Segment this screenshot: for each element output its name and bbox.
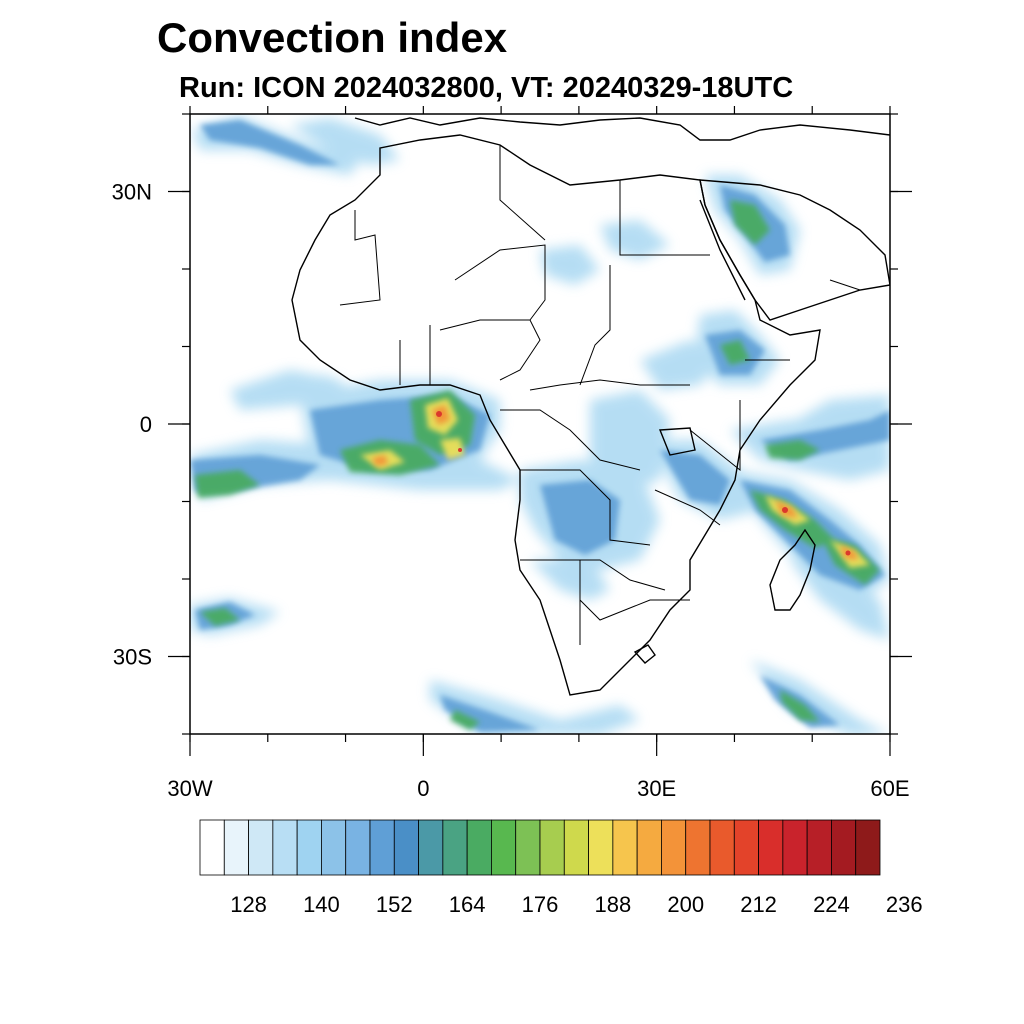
x-tick-label: 30E (637, 776, 676, 801)
x-tick-label: 30W (167, 776, 212, 801)
colorbar-swatch (199, 819, 225, 876)
colorbar-swatch (272, 819, 298, 876)
colorbar-swatch (393, 819, 419, 876)
colorbar-swatch (296, 819, 322, 876)
x-tick-label: 60E (870, 776, 909, 801)
axis-labels: 30W 0 30E 60E 30N 0 30S (112, 180, 910, 802)
colorbar-swatch (709, 819, 735, 876)
colorbar-tick-label: 140 (303, 892, 340, 917)
colorbar-swatch (806, 819, 832, 876)
colorbar-swatch (223, 819, 249, 876)
colorbar (199, 819, 881, 876)
colorbar-swatch (831, 819, 857, 876)
colorbar-tick-label: 128 (230, 892, 267, 917)
colorbar-tick-label: 224 (813, 892, 850, 917)
colorbar-swatch (442, 819, 468, 876)
colorbar-swatch (563, 819, 589, 876)
colorbar-swatch (345, 819, 371, 876)
colorbar-swatch (491, 819, 517, 876)
colorbar-swatch (758, 819, 784, 876)
colorbar-tick-label: 188 (594, 892, 631, 917)
borders (339, 145, 861, 645)
colorbar-tick-label: 176 (522, 892, 559, 917)
x-tick-label: 0 (417, 776, 429, 801)
colorbar-swatch (539, 819, 565, 876)
y-tick-label: 0 (140, 412, 152, 437)
colorbar-tick-label: 164 (449, 892, 486, 917)
colorbar-swatch (248, 819, 274, 876)
colorbar-tick-label: 212 (740, 892, 777, 917)
chart-title: Convection index (157, 14, 508, 61)
colorbar-swatch (782, 819, 808, 876)
colorbar-swatch (588, 819, 614, 876)
colorbar-swatch (855, 819, 881, 876)
colorbar-swatch (321, 819, 347, 876)
y-tick-label: 30S (113, 645, 152, 670)
colorbar-tick-label: 200 (667, 892, 704, 917)
colorbar-swatch (466, 819, 492, 876)
run-subtitle: Run: ICON 2024032800, VT: 20240329-18UTC (179, 72, 794, 104)
colorbar-swatch (612, 819, 638, 876)
colorbar-swatch (661, 819, 687, 876)
convection-field (190, 116, 890, 734)
y-tick-label: 30N (112, 180, 152, 205)
colorbar-swatch (418, 819, 444, 876)
colorbar-labels: 128 140 152 164 176 188 200 212 224 236 (230, 892, 922, 917)
colorbar-tick-label: 152 (376, 892, 413, 917)
colorbar-swatch (636, 819, 662, 876)
colorbar-swatch (733, 819, 759, 876)
colorbar-swatch (685, 819, 711, 876)
colorbar-swatch (515, 819, 541, 876)
axis-ticks (168, 106, 912, 756)
colorbar-swatch (369, 819, 395, 876)
coastlines (291, 117, 890, 696)
colorbar-tick-label: 236 (886, 892, 923, 917)
